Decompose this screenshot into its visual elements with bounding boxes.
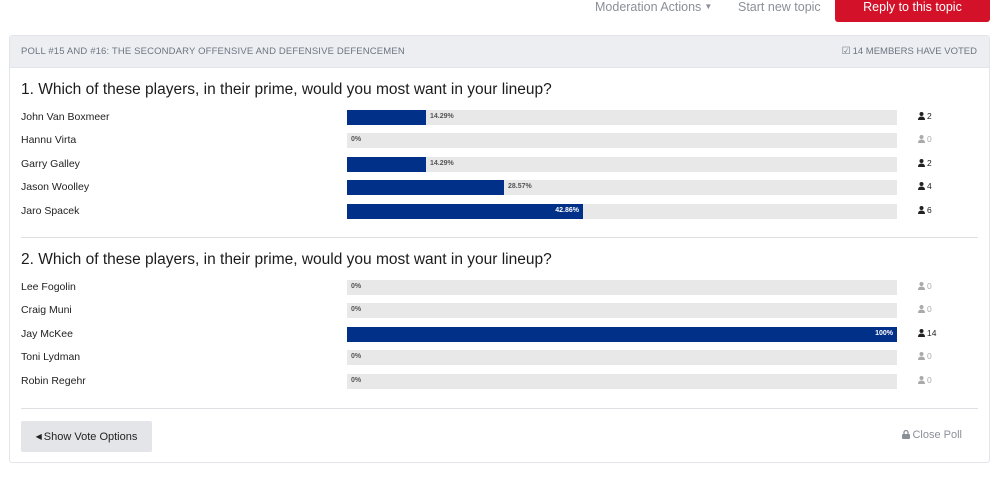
poll-result-bar-track: 0% <box>347 133 897 149</box>
poll-result-percent: 0% <box>351 376 362 384</box>
poll-vote-count: 0 <box>918 351 932 361</box>
poll-option-row: Lee Fogolin 0% 0 <box>21 280 981 296</box>
poll-result-bar-fill <box>347 326 897 342</box>
poll-vote-count-value: 0 <box>927 351 932 362</box>
poll-vote-count: 0 <box>918 281 932 291</box>
user-icon <box>918 282 925 290</box>
caret-down-icon: ▼ <box>704 2 713 11</box>
poll-result-percent: 28.57% <box>508 183 532 191</box>
topic-toolbar: Moderation Actions ▼ Start new topic Repl… <box>0 0 1000 22</box>
poll-vote-count-value: 0 <box>927 304 932 315</box>
poll-vote-count: 0 <box>918 375 932 385</box>
poll-option-label: Robin Regehr <box>21 374 86 387</box>
poll-option-row: Craig Muni 0% 0 <box>21 303 981 319</box>
poll-vote-count: 2 <box>918 111 932 121</box>
poll-option-label: Toni Lydman <box>21 351 81 364</box>
poll-vote-count: 0 <box>918 304 932 314</box>
show-vote-options-label: Show Vote Options <box>43 431 138 443</box>
poll-option-label: Hannu Virta <box>21 134 77 147</box>
poll-question-1: 1. Which of these players, in their prim… <box>21 81 552 98</box>
poll-panel: POLL #15 AND #16: THE SECONDARY OFFENSIV… <box>9 35 990 463</box>
user-icon <box>918 352 925 361</box>
poll-vote-count-value: 14 <box>927 327 937 338</box>
user-icon <box>918 375 925 384</box>
poll-result-bar-track: 0% <box>347 303 897 319</box>
poll-header: POLL #15 AND #16: THE SECONDARY OFFENSIV… <box>10 36 989 68</box>
poll-option-label: Garry Galley <box>21 157 80 170</box>
poll-result-percent: 14.29% <box>430 159 454 167</box>
poll-option-row: Jason Woolley 28.57% 4 <box>21 180 981 196</box>
poll-vote-count: 6 <box>918 205 932 215</box>
poll-result-percent: 14.29% <box>430 113 454 120</box>
caret-left-icon: ◀ <box>35 432 42 441</box>
poll-option-label: Jaro Spacek <box>21 204 80 217</box>
poll-result-bar-track: 100% <box>347 326 897 342</box>
poll-vote-count-value: 2 <box>927 157 932 168</box>
poll-option-label: Craig Muni <box>21 304 72 317</box>
poll-vote-count: 14 <box>918 328 936 338</box>
poll-result-bar-track: 0% <box>347 373 897 389</box>
poll-result-bar-track: 14.29% <box>347 156 897 172</box>
poll-vote-count-value: 6 <box>927 204 932 215</box>
poll-option-row: Garry Galley 14.29% 2 <box>21 156 981 173</box>
lock-icon <box>902 429 911 439</box>
divider <box>21 408 978 409</box>
poll-vote-count: 4 <box>918 181 932 191</box>
poll-question-2: 2. Which of these players, in their prim… <box>21 251 552 268</box>
poll-option-row: Hannu Virta 0% 0 <box>21 133 981 149</box>
reply-to-topic-button[interactable]: Reply to this topic <box>835 0 990 22</box>
poll-result-percent: 0% <box>351 283 362 290</box>
poll-option-row: John Van Boxmeer 14.29% 2 <box>21 110 981 126</box>
poll-vote-count-value: 0 <box>927 374 932 385</box>
poll-option-row: Toni Lydman 0% 0 <box>21 350 981 366</box>
poll-vote-count: 2 <box>918 158 932 168</box>
poll-result-bar-fill <box>347 156 426 172</box>
poll-vote-count-value: 2 <box>927 111 932 121</box>
user-icon <box>918 328 925 337</box>
start-new-topic-button[interactable]: Start new topic <box>738 0 821 14</box>
poll-result-bar-track: 28.57% <box>347 180 897 196</box>
members-voted-count: ☑ 14 MEMBERS HAVE VOTED <box>842 46 977 57</box>
poll-option-row: Jaro Spacek 42.86% 6 <box>21 203 981 220</box>
poll-vote-count-value: 0 <box>927 134 932 145</box>
moderation-actions-label: Moderation Actions <box>595 0 702 14</box>
poll-option-row: Robin Regehr 0% 0 <box>21 373 981 390</box>
poll-result-bar-track: 0% <box>347 280 897 295</box>
poll-vote-count: 0 <box>918 134 932 144</box>
poll-result-percent: 100% <box>875 329 893 337</box>
user-icon <box>918 205 925 214</box>
poll-option-label: John Van Boxmeer <box>21 111 110 123</box>
moderation-actions-menu[interactable]: Moderation Actions ▼ <box>595 0 712 14</box>
poll-result-percent: 0% <box>351 306 362 314</box>
poll-result-percent: 42.86% <box>555 206 579 214</box>
poll-result-bar-fill <box>347 110 426 125</box>
user-icon <box>918 112 925 120</box>
poll-title: POLL #15 AND #16: THE SECONDARY OFFENSIV… <box>21 46 405 57</box>
poll-result-bar-track: 42.86% <box>347 203 897 219</box>
poll-vote-count-value: 0 <box>927 281 932 291</box>
user-icon <box>918 182 925 191</box>
poll-result-bar-track: 14.29% <box>347 110 897 125</box>
poll-result-percent: 0% <box>351 353 362 361</box>
poll-result-bar-track: 0% <box>347 350 897 366</box>
divider <box>21 237 978 238</box>
checkbox-icon: ☑ <box>841 46 851 57</box>
poll-option-label: Jay McKee <box>21 327 73 340</box>
poll-option-label: Lee Fogolin <box>21 281 76 293</box>
user-icon <box>918 305 925 314</box>
poll-result-percent: 0% <box>351 136 362 144</box>
show-vote-options-button[interactable]: ◀ Show Vote Options <box>21 421 152 452</box>
members-voted-label: 14 MEMBERS HAVE VOTED <box>852 46 977 57</box>
user-icon <box>918 135 925 144</box>
close-poll-button[interactable]: Close Poll <box>902 429 962 441</box>
poll-result-bar-fill <box>347 203 583 219</box>
poll-vote-count-value: 4 <box>927 181 932 192</box>
poll-result-bar-fill <box>347 180 504 196</box>
poll-option-label: Jason Woolley <box>21 181 90 194</box>
poll-option-row: Jay McKee 100% 14 <box>21 326 981 343</box>
close-poll-label: Close Poll <box>912 429 962 441</box>
user-icon <box>918 158 925 167</box>
